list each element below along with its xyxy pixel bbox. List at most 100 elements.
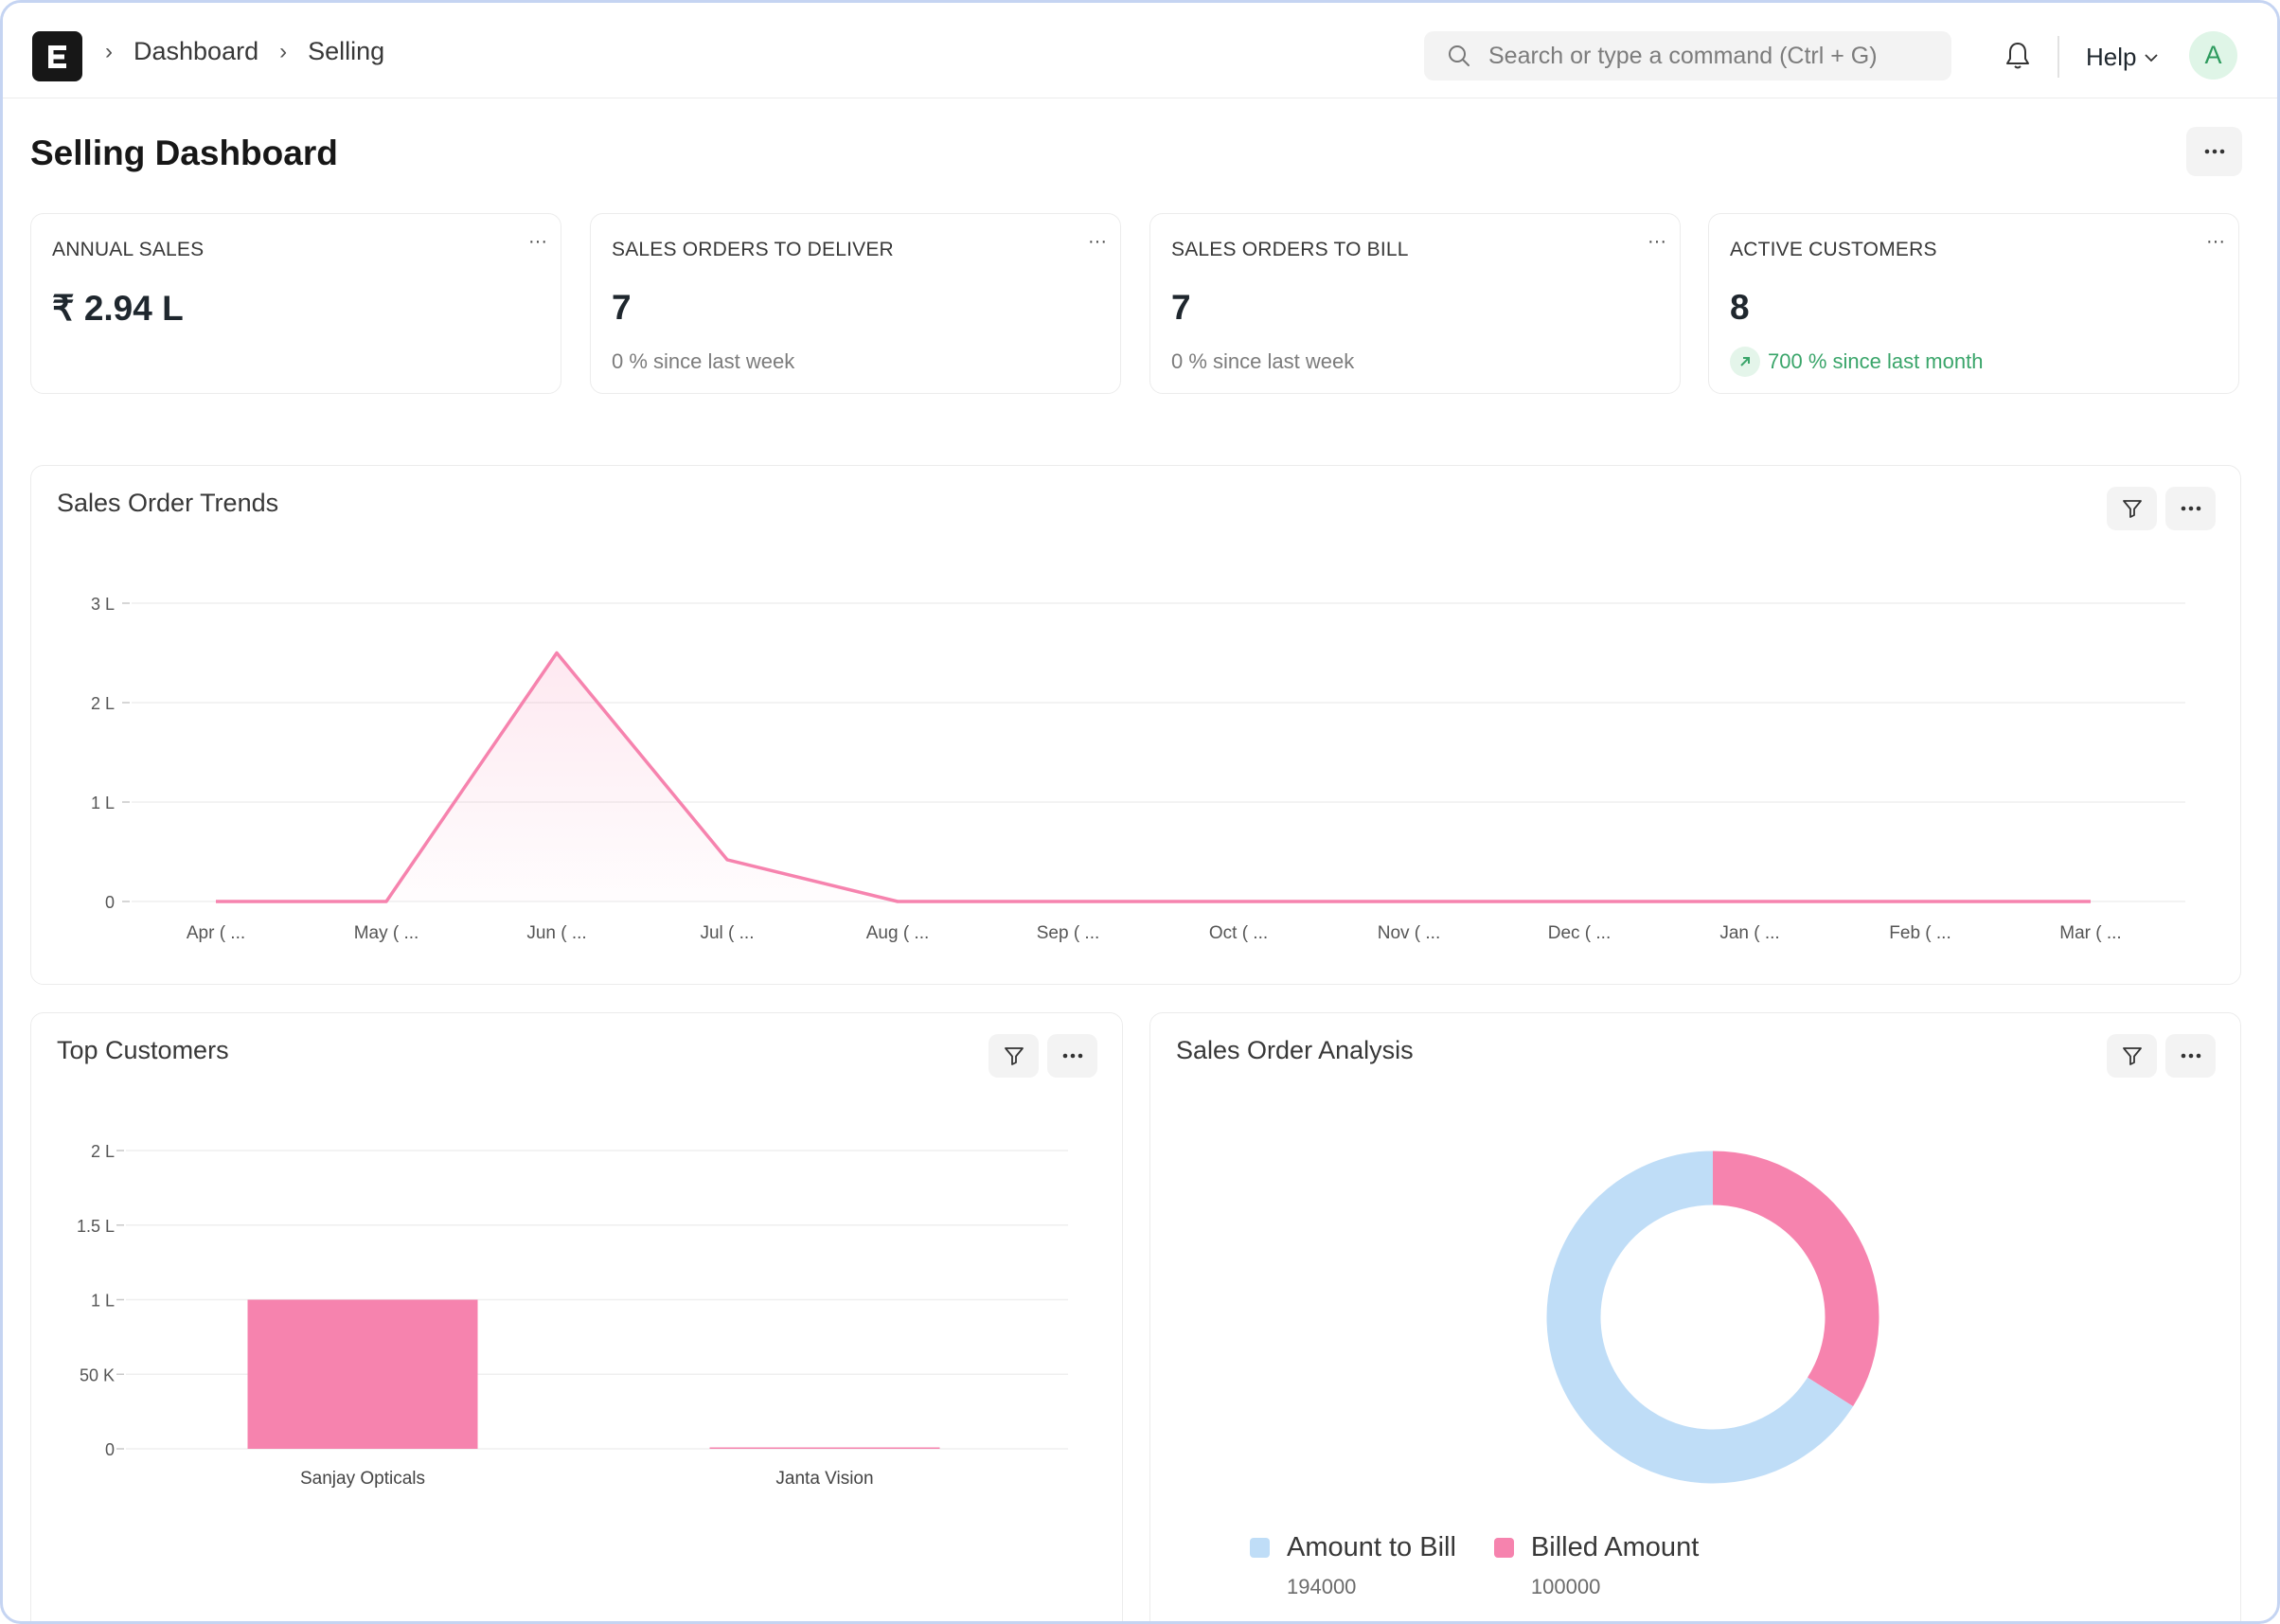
card-trend: 0 % since last week (612, 349, 795, 373)
help-dropdown[interactable]: Help (2086, 43, 2159, 72)
x-tick-label: Jan ( ... (1719, 923, 1779, 943)
page-menu-button[interactable] (2186, 127, 2242, 176)
card-label: SALES ORDERS TO BILL (1171, 239, 1409, 260)
more-horizontal-icon (2204, 149, 2224, 154)
y-tick-label: 0 (105, 893, 115, 912)
filter-icon (2122, 1047, 2142, 1065)
card-value: ₹ 2.94 L (52, 289, 184, 328)
legend-value: 100000 (1530, 1575, 1601, 1598)
card-trend: 0 % since last week (1171, 349, 1355, 373)
card-value: 7 (1171, 288, 1191, 327)
chart-title: Sales Order Analysis (1176, 1036, 1414, 1064)
y-tick-label: 50 K (80, 1365, 115, 1384)
search-icon (1449, 45, 1470, 66)
search-placeholder: Search or type a command (Ctrl + G) (1488, 42, 1878, 69)
avatar[interactable]: A (2189, 31, 2237, 80)
chart-menu-button[interactable] (2165, 1034, 2216, 1078)
filter-button[interactable] (2107, 487, 2157, 530)
card-sales-orders-to-bill[interactable]: SALES ORDERS TO BILL ··· 7 0 % since las… (1149, 213, 1681, 394)
panel-sales-order-trends: Sales Order Trends 0 1 L 2 L 3 L Apr ( ... Ma… (30, 465, 2241, 985)
legend-label: Amount to Bill (1287, 1532, 1456, 1562)
legend-label: Billed Amount (1530, 1532, 1700, 1562)
y-tick-label: 1 L (91, 794, 115, 812)
page-title: Selling Dashboard (30, 134, 338, 172)
notification-bell-icon[interactable] (2004, 41, 2032, 76)
x-tick-label: Oct ( ... (1209, 923, 1268, 943)
x-tick-label: Apr ( ... (187, 923, 245, 943)
more-horizontal-icon (2181, 506, 2200, 511)
card-sales-orders-to-deliver[interactable]: SALES ORDERS TO DELIVER ··· 7 0 % since … (590, 213, 1121, 394)
avatar-initial: A (2204, 41, 2222, 69)
card-menu-button[interactable]: ··· (1648, 231, 1666, 252)
x-tick-label: Sanjay Opticals (300, 1469, 425, 1489)
chevron-right-icon: › (105, 38, 113, 64)
x-tick-label: Jul ( ... (700, 923, 754, 943)
filter-button[interactable] (2107, 1034, 2157, 1078)
more-horizontal-icon (2181, 1053, 2200, 1059)
legend-item-billed-amount: Billed Amount 100000 (1493, 1532, 1700, 1599)
chart-title: Sales Order Trends (57, 489, 279, 517)
card-menu-button[interactable]: ··· (1088, 231, 1107, 252)
card-trend-text: 700 % since last month (1768, 349, 1984, 373)
donut-slice (1546, 1151, 1854, 1484)
legend-swatch (1493, 1538, 1514, 1558)
x-tick-label: Feb ( ... (1889, 923, 1950, 943)
y-tick-label: 2 L (91, 694, 115, 713)
x-tick-label: Jun ( ... (526, 923, 586, 943)
card-label: ACTIVE CUSTOMERS (1730, 239, 1937, 260)
y-tick-label: 0 (105, 1440, 115, 1459)
legend-swatch (1250, 1538, 1270, 1558)
card-active-customers[interactable]: ACTIVE CUSTOMERS ··· 8 700 % since last … (1708, 213, 2239, 394)
card-label: SALES ORDERS TO DELIVER (612, 239, 894, 260)
x-tick-label: Janta Vision (775, 1469, 873, 1489)
card-label: ANNUAL SALES (52, 239, 205, 260)
panel-sales-order-analysis: Sales Order Analysis Amount to Bill 1940… (1149, 1012, 2241, 1621)
chart-menu-button[interactable] (1047, 1034, 1097, 1078)
app-logo-icon[interactable] (32, 31, 82, 81)
chevron-down-icon (2145, 53, 2159, 62)
divider (2057, 36, 2059, 78)
area-fill (216, 652, 2091, 901)
more-horizontal-icon (1062, 1053, 1082, 1059)
card-value: 8 (1730, 288, 1750, 327)
card-trend: 700 % since last month (1730, 347, 1983, 377)
legend-item-amount-to-bill: Amount to Bill 194000 (1250, 1532, 1456, 1599)
chevron-right-icon: › (279, 38, 288, 64)
legend-value: 194000 (1287, 1575, 1357, 1598)
filter-icon (2122, 500, 2142, 518)
navbar: › Dashboard › Selling Search or type a c… (3, 3, 2277, 98)
x-tick-label: May ( ... (354, 923, 419, 943)
x-tick-label: Nov ( ... (1378, 923, 1441, 943)
filter-icon (1004, 1047, 1024, 1065)
y-tick-label: 1 L (91, 1292, 115, 1311)
chart-menu-button[interactable] (2165, 487, 2216, 530)
card-menu-button[interactable]: ··· (2206, 231, 2225, 252)
help-label: Help (2086, 43, 2137, 71)
x-tick-label: Dec ( ... (1548, 923, 1612, 943)
donut-slice (1712, 1151, 1879, 1407)
line-chart: 0 1 L 2 L 3 L Apr ( ... May ( ... Jun ( ... Jul… (91, 595, 2185, 943)
card-menu-button[interactable]: ··· (528, 231, 547, 252)
panel-top-customers: Top Customers 0 50 K 1 L 1.5 L 2 L Sanjay Opt… (30, 1012, 1123, 1621)
card-annual-sales[interactable]: ANNUAL SALES ··· ₹ 2.94 L (30, 213, 561, 394)
donut-chart (1546, 1151, 1879, 1484)
donut-legend: Amount to Bill 194000 Billed Amount 1000… (1250, 1532, 1699, 1599)
x-tick-label: Aug ( ... (866, 923, 930, 943)
series-line (216, 651, 2091, 903)
arrow-up-right-icon (1730, 347, 1760, 377)
x-tick-label: Sep ( ... (1037, 923, 1100, 943)
bar-chart: 0 50 K 1 L 1.5 L 2 L Sanjay Opticals Janta Vis… (77, 1142, 1068, 1489)
card-value: 7 (612, 288, 632, 327)
bar (247, 1299, 478, 1449)
breadcrumb-dashboard[interactable]: Dashboard (134, 37, 259, 65)
chart-title: Top Customers (57, 1036, 229, 1064)
y-tick-label: 2 L (91, 1142, 115, 1161)
breadcrumb: › Dashboard › Selling (105, 37, 384, 66)
breadcrumb-selling[interactable]: Selling (308, 37, 385, 65)
search-input[interactable]: Search or type a command (Ctrl + G) (1424, 31, 1951, 80)
filter-button[interactable] (989, 1034, 1039, 1078)
x-tick-label: Mar ( ... (2059, 923, 2121, 943)
y-tick-label: 1.5 L (77, 1217, 115, 1236)
bar (709, 1447, 940, 1449)
